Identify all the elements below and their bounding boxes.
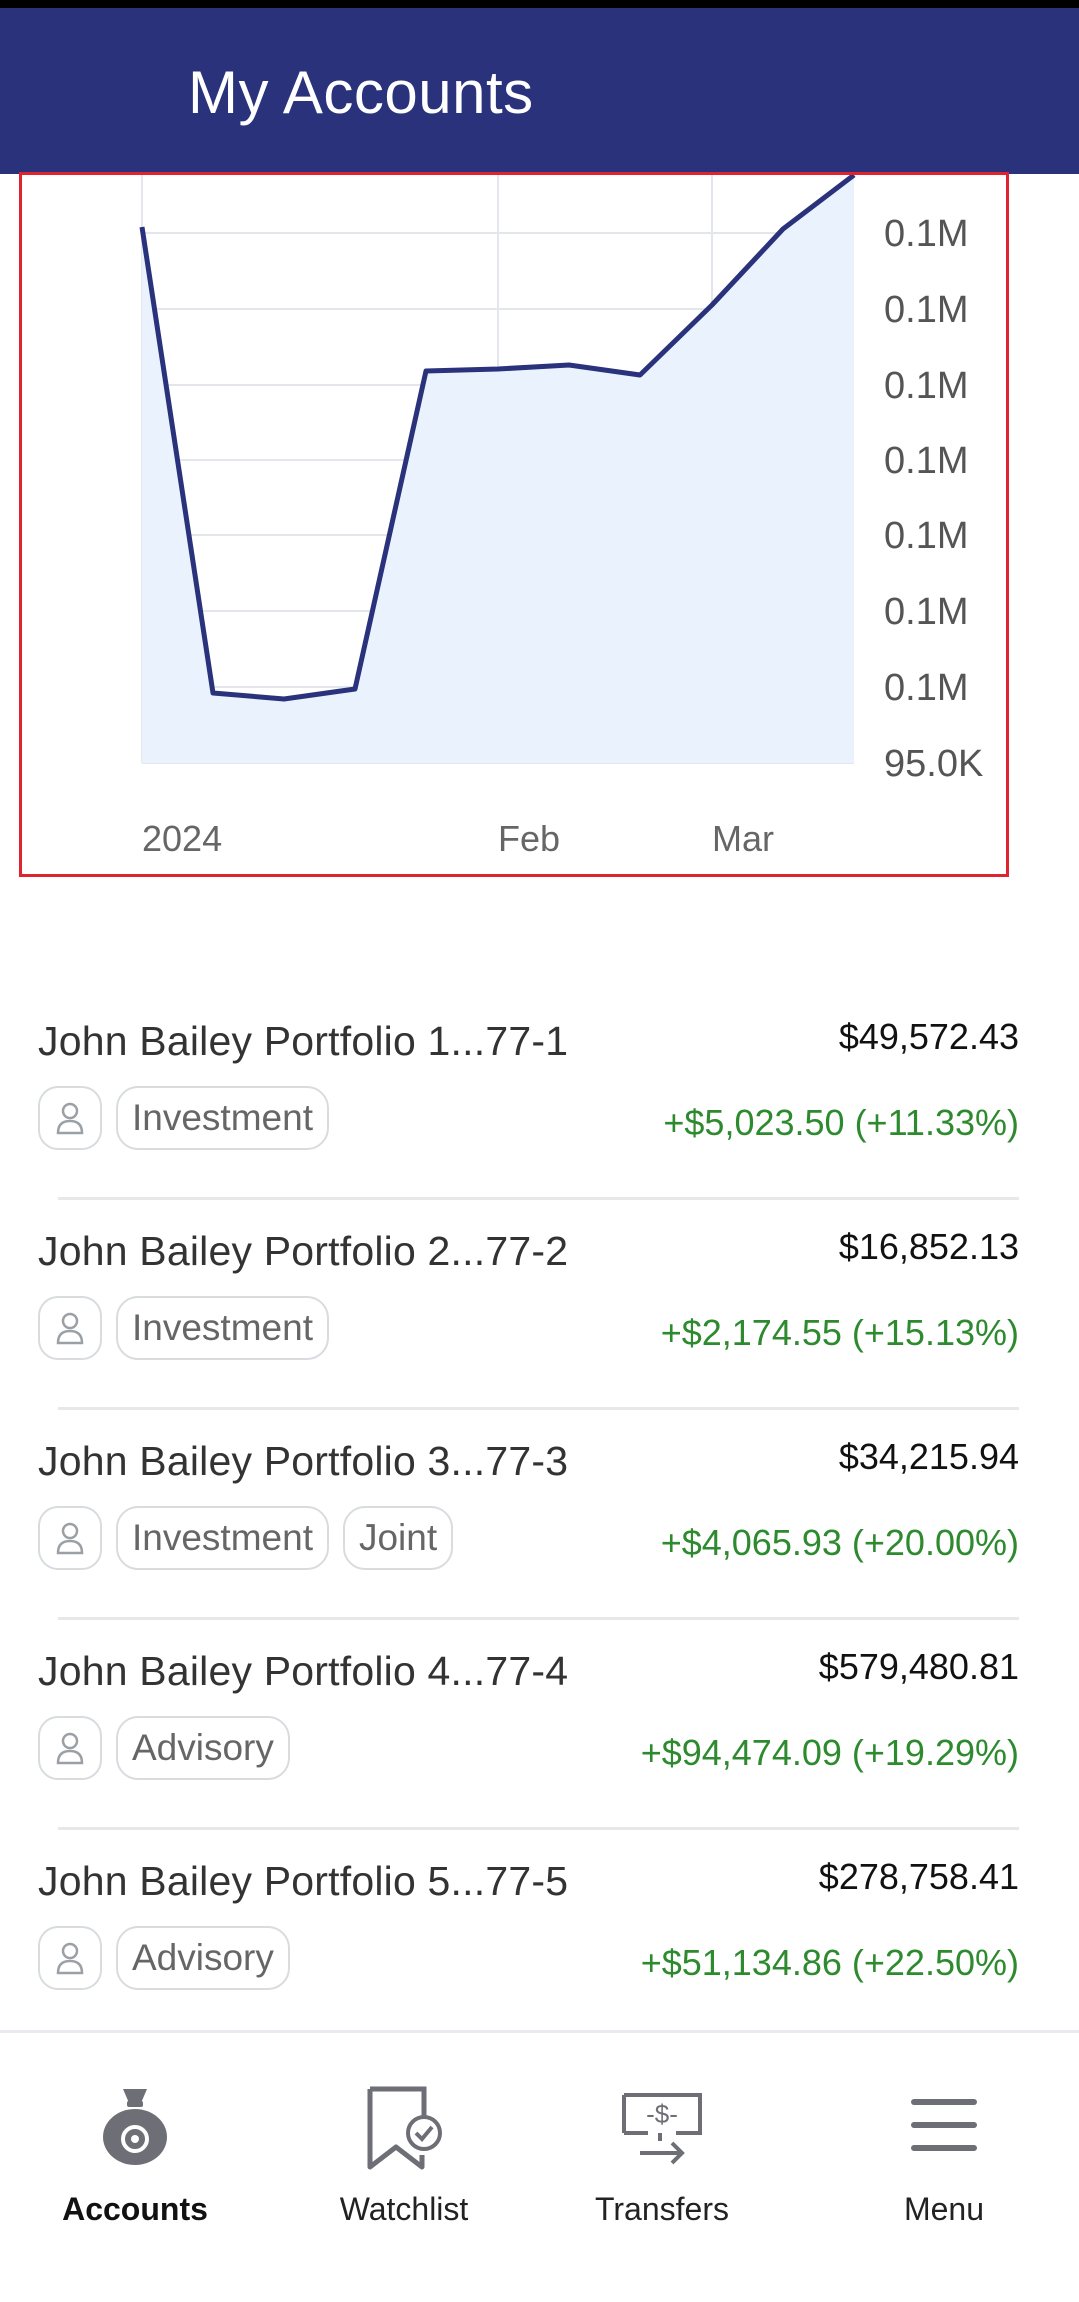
account-balance: $579,480.81: [818, 1646, 1019, 1687]
hamburger-menu-icon: [909, 2097, 979, 2158]
balance-chart[interactable]: 0.1M 0.1M 0.1M 0.1M 0.1M 0.1M 0.1M 95.0K 2024 Feb…: [19, 172, 1009, 877]
account-type-tag: Advisory: [116, 1716, 290, 1780]
chart-area-fill: [142, 175, 854, 763]
account-type-tag: Advisory: [116, 1926, 290, 1990]
account-row[interactable]: John Bailey Portfolio 2...77-2 $16,852.1…: [0, 1200, 1079, 1410]
app-header: My Accounts: [0, 8, 1079, 174]
nav-watchlist[interactable]: Watchlist: [274, 2033, 534, 2302]
nav-label: Transfers: [595, 2191, 729, 2227]
account-name: John Bailey Portfolio 3...77-3: [38, 1438, 569, 1484]
owner-icon: [38, 1716, 102, 1780]
account-tags: Investment: [38, 1296, 329, 1360]
y-tick-label: 0.1M: [884, 667, 968, 709]
x-tick-label: Feb: [498, 818, 560, 859]
owner-icon: [38, 1296, 102, 1360]
owner-icon: [38, 1086, 102, 1150]
account-name: John Bailey Portfolio 4...77-4: [38, 1648, 569, 1694]
account-tags: Investment: [38, 1086, 329, 1150]
nav-transfers[interactable]: -$- Transfers: [532, 2033, 792, 2302]
nav-label: Menu: [903, 2191, 985, 2227]
transfer-icon: -$-: [620, 2083, 704, 2174]
divider: [58, 1407, 1019, 1410]
account-row[interactable]: John Bailey Portfolio 1...77-1 $49,572.4…: [0, 990, 1079, 1200]
bottom-nav: Accounts Watchlist -$- Transfers: [0, 2030, 1079, 2302]
owner-icon: [38, 1506, 102, 1570]
account-type-tag: Investment: [116, 1296, 329, 1360]
account-type-tag: Investment: [116, 1506, 329, 1570]
y-tick-label: 0.1M: [884, 440, 968, 482]
account-change: +$5,023.50 (+11.33%): [663, 1102, 1019, 1143]
chart-series-line: [139, 175, 856, 702]
bookmark-check-icon: [362, 2083, 446, 2178]
account-change: +$51,134.86 (+22.50%): [640, 1942, 1019, 1983]
svg-text:-$-: -$-: [646, 2099, 678, 2129]
y-tick-label: 0.1M: [884, 365, 968, 407]
account-balance: $278,758.41: [818, 1856, 1019, 1897]
account-row[interactable]: John Bailey Portfolio 3...77-3 $34,215.9…: [0, 1410, 1079, 1620]
account-joint-tag: Joint: [342, 1506, 454, 1570]
x-tick-label: 2024: [142, 818, 222, 859]
divider: [58, 1197, 1019, 1200]
account-balance: $34,215.94: [838, 1436, 1019, 1477]
nav-label: Accounts: [62, 2191, 208, 2227]
account-name: John Bailey Portfolio 1...77-1: [38, 1018, 569, 1064]
status-bar: [0, 0, 1079, 8]
account-change: +$4,065.93 (+20.00%): [660, 1522, 1019, 1563]
divider: [58, 1617, 1019, 1620]
account-tags: Advisory: [38, 1716, 290, 1780]
page-title: My Accounts: [188, 59, 534, 126]
nav-label: Watchlist: [339, 2191, 469, 2227]
money-bag-icon: [97, 2083, 173, 2172]
y-tick-label: 0.1M: [884, 289, 968, 331]
account-balance: $49,572.43: [838, 1016, 1019, 1057]
nav-menu[interactable]: Menu: [814, 2033, 1074, 2302]
account-balance: $16,852.13: [838, 1226, 1019, 1267]
account-name: John Bailey Portfolio 2...77-2: [38, 1228, 569, 1274]
nav-accounts[interactable]: Accounts: [5, 2033, 265, 2302]
divider: [58, 1827, 1019, 1830]
owner-icon: [38, 1926, 102, 1990]
y-tick-label: 95.0K: [884, 743, 983, 785]
account-tags: Advisory: [38, 1926, 290, 1990]
x-tick-label: Mar: [712, 818, 774, 859]
y-tick-label: 0.1M: [884, 515, 968, 557]
account-name: John Bailey Portfolio 5...77-5: [38, 1858, 569, 1904]
chart-svg: 0.1M 0.1M 0.1M 0.1M 0.1M 0.1M 0.1M 95.0K 2024 Feb…: [139, 175, 983, 859]
y-tick-label: 0.1M: [884, 213, 968, 255]
account-row[interactable]: John Bailey Portfolio 4...77-4 $579,480.…: [0, 1620, 1079, 1830]
account-change: +$94,474.09 (+19.29%): [640, 1732, 1019, 1773]
y-tick-label: 0.1M: [884, 591, 968, 633]
account-row[interactable]: John Bailey Portfolio 5...77-5 $278,758.…: [0, 1830, 1079, 2040]
account-change: +$2,174.55 (+15.13%): [660, 1312, 1019, 1353]
account-tags: Investment Joint: [38, 1506, 454, 1570]
account-type-tag: Investment: [116, 1086, 329, 1150]
